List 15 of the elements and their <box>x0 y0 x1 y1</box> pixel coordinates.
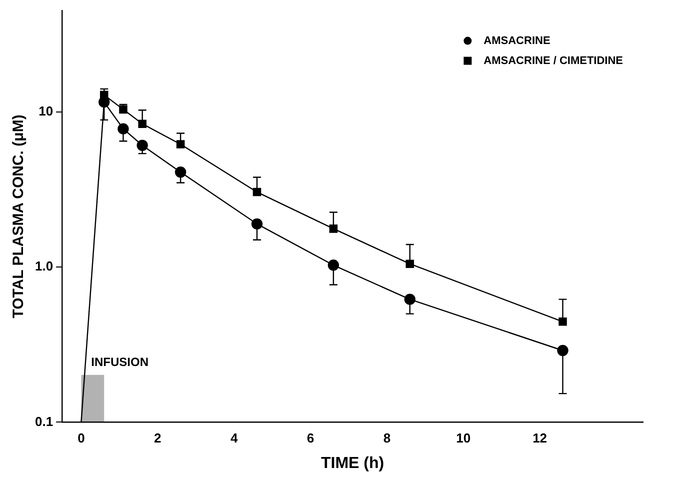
legend-label: AMSACRINE / CIMETIDINE <box>484 54 624 67</box>
y-tick-label: 0.1 <box>34 414 54 429</box>
x-tick-label: 4 <box>230 430 238 446</box>
x-tick-label: 10 <box>456 430 471 446</box>
x-tick-label: 6 <box>306 430 314 446</box>
y-tick-label: 1.0 <box>34 258 54 274</box>
x-tick-label: 2 <box>154 430 162 446</box>
x-tick-label: 0 <box>78 430 85 446</box>
y-tick-label: 10 <box>38 104 54 119</box>
x-tick-label: 12 <box>532 430 548 446</box>
band-label: INFUSION <box>91 355 149 370</box>
x-axis-title: TIME (h) <box>320 454 384 472</box>
x-tick-label: 8 <box>383 430 391 446</box>
y-axis-title: TOTAL PLASMA CONC. (μM) <box>10 114 28 318</box>
legend-label: AMSACRINE <box>484 34 550 47</box>
